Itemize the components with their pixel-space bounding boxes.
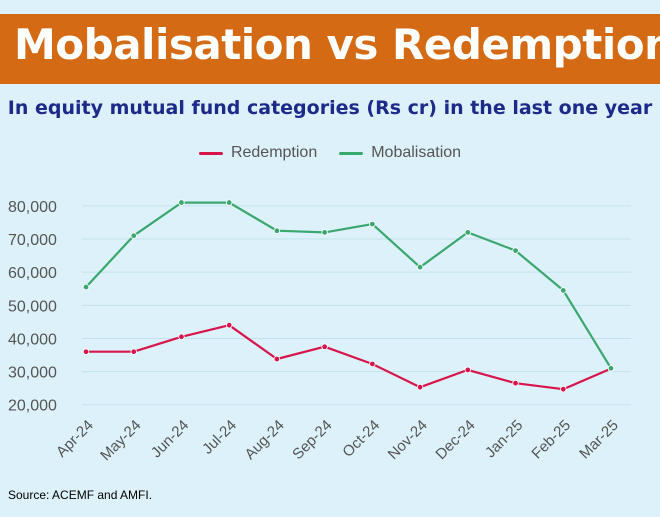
y-tick-label: 30,000 bbox=[8, 365, 57, 382]
y-tick-label: 50,000 bbox=[8, 298, 57, 315]
chart-title: Mobalisation vs Redemption bbox=[14, 20, 660, 69]
x-tick-label: May-24 bbox=[97, 417, 144, 464]
title-banner: Mobalisation vs Redemption bbox=[0, 14, 660, 84]
legend-swatch-redemption bbox=[198, 151, 223, 155]
y-tick-label: 40,000 bbox=[8, 331, 57, 348]
x-tick-label: Jun-24 bbox=[148, 417, 192, 461]
data-point-redemption bbox=[178, 333, 185, 340]
x-tick-label: Aug-24 bbox=[242, 417, 288, 463]
data-point-mobalisation bbox=[464, 229, 472, 236]
x-tick-label: Feb-25 bbox=[528, 417, 574, 463]
data-point-redemption bbox=[464, 366, 472, 374]
data-point-mobalisation bbox=[130, 232, 137, 239]
chart-legend: Redemption Mobalisation bbox=[0, 144, 660, 162]
data-point-redemption bbox=[321, 343, 328, 350]
legend-label-mobalisation: Mobalisation bbox=[371, 144, 462, 161]
legend-label-redemption: Redemption bbox=[230, 144, 318, 161]
data-point-mobalisation bbox=[178, 199, 185, 206]
x-tick-label: Apr-24 bbox=[53, 417, 97, 461]
legend-swatch-mobalisation bbox=[339, 151, 364, 155]
y-tick-label: 80,000 bbox=[8, 199, 57, 216]
data-point-redemption bbox=[130, 348, 137, 355]
data-point-redemption bbox=[416, 383, 424, 391]
x-tick-label: Jan-25 bbox=[482, 417, 526, 461]
data-point-redemption bbox=[225, 322, 233, 329]
chart-subtitle: In equity mutual fund categories (Rs cr)… bbox=[7, 97, 653, 119]
data-point-mobalisation bbox=[416, 264, 424, 271]
data-point-redemption bbox=[560, 385, 567, 393]
data-point-redemption bbox=[512, 380, 519, 387]
data-point-mobalisation bbox=[321, 229, 328, 236]
data-point-mobalisation bbox=[560, 287, 567, 294]
data-point-mobalisation bbox=[369, 220, 376, 228]
series-line-redemption bbox=[84, 324, 613, 391]
data-point-mobalisation bbox=[607, 365, 615, 372]
x-tick-label: Sep-24 bbox=[289, 417, 335, 463]
x-tick-label: Oct-24 bbox=[339, 417, 383, 461]
data-point-mobalisation bbox=[512, 247, 519, 254]
data-point-redemption bbox=[273, 355, 281, 363]
x-tick-label: Nov-24 bbox=[385, 417, 431, 463]
series-layer bbox=[82, 199, 615, 393]
data-point-redemption bbox=[369, 360, 376, 368]
legend-item-redemption: Redemption bbox=[198, 144, 318, 162]
grid-layer bbox=[82, 205, 631, 406]
x-tick-label: Mar-25 bbox=[576, 417, 622, 463]
series-line-mobalisation bbox=[84, 201, 613, 370]
legend-item-mobalisation: Mobalisation bbox=[339, 144, 461, 162]
x-tick-label: Jul-24 bbox=[199, 417, 240, 458]
x-tick-label: Dec-24 bbox=[432, 417, 478, 463]
y-tick-label: 60,000 bbox=[8, 265, 57, 282]
data-point-redemption bbox=[82, 348, 90, 355]
data-point-mobalisation bbox=[273, 227, 281, 234]
data-point-mobalisation bbox=[225, 199, 233, 206]
source-note: Source: ACEMF and AMFI. bbox=[8, 488, 153, 502]
y-tick-label: 20,000 bbox=[8, 398, 57, 415]
data-point-mobalisation bbox=[82, 283, 90, 291]
y-tick-label: 70,000 bbox=[8, 232, 57, 249]
